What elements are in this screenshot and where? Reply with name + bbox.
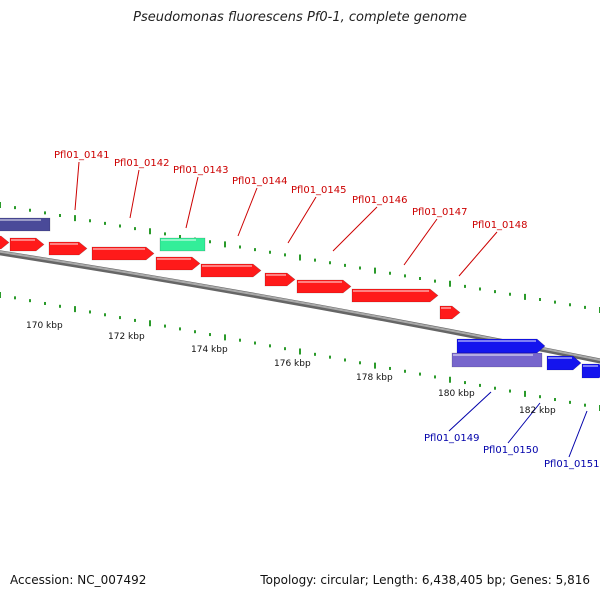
leader-line	[237, 187, 258, 237]
leader-line	[403, 218, 438, 266]
reverse-gene-2-shine	[548, 357, 572, 359]
scale-label: 174 kbp	[191, 345, 228, 355]
leader-line	[448, 391, 492, 432]
forward-gene-label[interactable]: Pfl01_0143	[173, 165, 229, 176]
forward-gene-10[interactable]	[439, 305, 461, 320]
leader-line	[332, 206, 378, 252]
forward-gene-10-shine	[441, 307, 451, 309]
pseudo-gene[interactable]	[451, 352, 543, 368]
leader-line	[287, 196, 317, 244]
forward-gene-7-shine	[266, 274, 286, 276]
forward-gene-label[interactable]: Pfl01_0142	[114, 158, 170, 169]
forward-gene-label[interactable]: Pfl01_0148	[472, 220, 528, 231]
scale-label: 182 kbp	[519, 406, 556, 416]
leader-line	[568, 410, 588, 458]
outer-feature-1[interactable]	[0, 217, 51, 232]
reverse-gene-2[interactable]	[546, 355, 582, 371]
leader-line	[129, 169, 140, 219]
scale-label: 172 kbp	[108, 332, 145, 342]
scale-label: 178 kbp	[356, 373, 393, 383]
reverse-gene-label[interactable]: Pfl01_0149	[424, 433, 480, 444]
accession-text: Accession: NC_007492	[10, 573, 147, 587]
forward-gene-2[interactable]	[9, 237, 45, 252]
forward-gene-4-shine	[93, 248, 145, 250]
forward-gene-label[interactable]: Pfl01_0147	[412, 207, 468, 218]
forward-gene-label[interactable]: Pfl01_0141	[54, 150, 110, 161]
forward-gene-label[interactable]: Pfl01_0145	[291, 185, 347, 196]
forward-gene-9[interactable]	[351, 288, 439, 303]
reverse-gene-1-shine	[458, 340, 536, 342]
reverse-gene-label[interactable]: Pfl01_0150	[483, 445, 539, 456]
scale-label: 170 kbp	[26, 321, 63, 331]
forward-gene-5[interactable]	[155, 256, 201, 271]
reverse-gene-3-shine	[583, 365, 598, 367]
map-title: Pseudomonas fluorescens Pf0-1, complete …	[133, 10, 467, 25]
leader-line	[458, 231, 498, 277]
forward-gene-label[interactable]: Pfl01_0144	[232, 176, 288, 187]
genome-summary-text: Topology: circular; Length: 6,438,405 bp…	[260, 573, 590, 587]
forward-gene-4[interactable]	[91, 246, 155, 261]
forward-gene-8-shine	[298, 281, 342, 283]
forward-gene-1[interactable]	[0, 235, 10, 250]
scale-label: 180 kbp	[438, 389, 475, 399]
forward-gene-6-shine	[202, 265, 252, 267]
reverse-gene-1[interactable]	[456, 338, 546, 354]
leader-line	[74, 161, 80, 211]
reverse-gene-3[interactable]	[581, 363, 600, 379]
outer-feature-1-shine	[0, 219, 41, 221]
forward-gene-3-shine	[50, 243, 78, 245]
leader-line	[185, 176, 199, 229]
forward-gene-2-shine	[11, 239, 35, 241]
leader-line	[507, 402, 541, 444]
forward-gene-9-shine	[353, 290, 429, 292]
pseudo-gene-shine	[453, 354, 533, 356]
forward-gene-7[interactable]	[264, 272, 296, 287]
forward-gene-6[interactable]	[200, 263, 262, 278]
forward-gene-label[interactable]: Pfl01_0146	[352, 195, 408, 206]
forward-gene-8[interactable]	[296, 279, 352, 294]
rna-gene-shine	[161, 239, 196, 241]
rna-gene[interactable]	[159, 237, 206, 252]
forward-gene-3[interactable]	[48, 241, 88, 256]
scale-label: 176 kbp	[274, 359, 311, 369]
forward-gene-5-shine	[157, 258, 191, 260]
reverse-gene-label[interactable]: Pfl01_0151	[544, 459, 600, 470]
